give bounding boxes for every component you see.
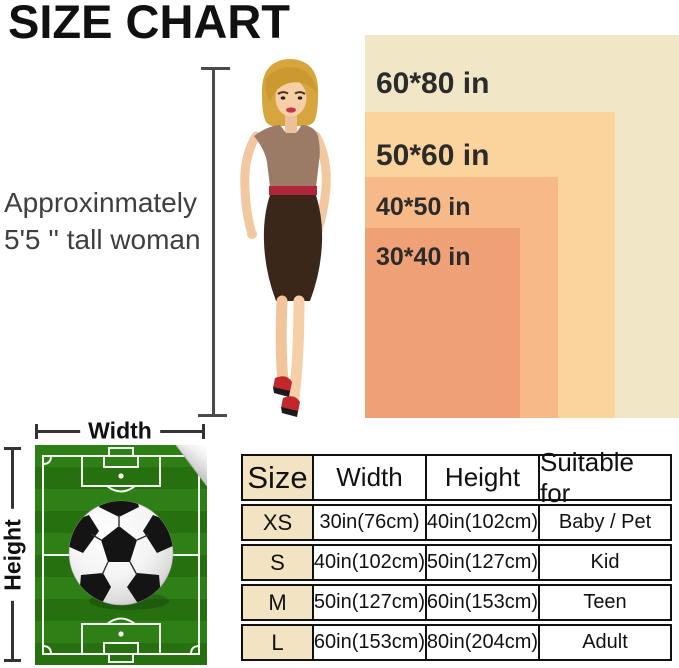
person-height-caption: Approxinmately 5'5 '' tall woman bbox=[4, 184, 201, 258]
fold-corner bbox=[175, 445, 207, 487]
woman-top bbox=[254, 125, 320, 187]
header-width: Width bbox=[312, 456, 425, 499]
size-table: Size Width Height Suitable for XS 30in(7… bbox=[241, 447, 672, 661]
blanket-width-measure: Width bbox=[35, 417, 205, 445]
table-row-m: M 50in(127cm) 60in(153cm) Teen bbox=[241, 584, 672, 621]
header-size: Size bbox=[243, 456, 312, 499]
woman-lips bbox=[286, 107, 296, 113]
height-ruler-bottom-cap bbox=[198, 414, 227, 417]
height-measure-label: Height bbox=[0, 508, 27, 601]
blanket-preview bbox=[35, 445, 207, 665]
header-suitable: Suitable for bbox=[538, 447, 670, 508]
woman-face bbox=[275, 79, 307, 117]
woman-belt bbox=[269, 186, 317, 195]
size-rect-label-30x40: 30*40 in bbox=[376, 243, 471, 271]
woman-illustration bbox=[240, 59, 331, 417]
caption-line-2: 5'5 '' tall woman bbox=[4, 224, 201, 255]
size-rect-label-40x50: 40*50 in bbox=[376, 193, 471, 221]
page-title: SIZE CHART bbox=[8, 0, 290, 48]
blanket-height-measure: Height bbox=[0, 447, 27, 662]
woman-right-arm bbox=[311, 131, 331, 231]
soccer-ball bbox=[68, 500, 174, 606]
header-height: Height bbox=[425, 456, 538, 499]
table-row-xs: XS 30in(76cm) 40in(102cm) Baby / Pet bbox=[241, 504, 672, 541]
width-measure-label: Width bbox=[80, 417, 160, 445]
table-row-s: S 40in(102cm) 50in(127cm) Kid bbox=[241, 544, 672, 581]
table-header-row: Size Width Height Suitable for bbox=[241, 447, 672, 508]
height-ruler-top-cap bbox=[201, 67, 230, 70]
woman-skirt bbox=[263, 195, 323, 301]
height-ruler-line bbox=[212, 68, 215, 416]
size-rect-30x40: 30*40 in bbox=[365, 228, 520, 418]
size-rect-label-50x60: 50*60 in bbox=[376, 139, 490, 172]
size-rect-label-60x80: 60*80 in bbox=[376, 67, 490, 100]
caption-line-1: Approxinmately bbox=[4, 187, 197, 218]
table-row-l: L 60in(153cm) 80in(204cm) Adult bbox=[241, 624, 672, 661]
woman-left-arm bbox=[240, 131, 261, 235]
